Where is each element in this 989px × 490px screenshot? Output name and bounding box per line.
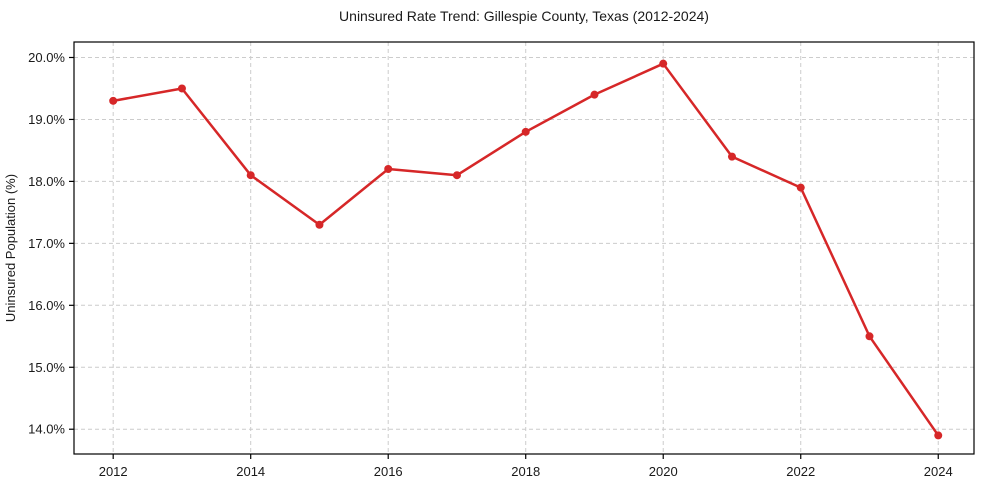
y-tick-label: 16.0% [28, 298, 65, 313]
data-point-marker [315, 220, 324, 229]
data-point-marker [934, 431, 943, 440]
data-point-marker [796, 183, 805, 192]
y-tick-label: 20.0% [28, 50, 65, 65]
y-tick-label: 14.0% [28, 422, 65, 437]
data-point-marker [177, 84, 186, 93]
chart-title: Uninsured Rate Trend: Gillespie County, … [339, 8, 709, 24]
data-point-marker [521, 127, 530, 136]
axis-layer: 14.0% 15.0% 16.0% 17.0% 18.0% 19.0% 20.0% 2012 2… [28, 41, 975, 479]
plot-border [73, 41, 975, 455]
data-point-marker [659, 59, 668, 68]
y-axis-label: Uninsured Population (%) [3, 174, 18, 322]
data-point-marker [452, 171, 461, 180]
grid-layer [74, 42, 974, 454]
x-tick-label: 2018 [511, 464, 540, 479]
data-point-marker [727, 152, 736, 161]
x-tick-label: 2024 [924, 464, 953, 479]
x-tick-label: 2016 [374, 464, 403, 479]
data-point-marker [590, 90, 599, 99]
x-tick-label: 2012 [99, 464, 128, 479]
data-point-marker [246, 171, 255, 180]
y-tick-label: 18.0% [28, 174, 65, 189]
data-point-marker [384, 165, 393, 174]
data-point-marker [109, 96, 118, 105]
x-tick-label: 2020 [649, 464, 678, 479]
x-tick-label: 2022 [786, 464, 815, 479]
x-tick-label: 2014 [236, 464, 265, 479]
y-tick-label: 19.0% [28, 112, 65, 127]
y-tick-label: 15.0% [28, 360, 65, 375]
y-tick-label: 17.0% [28, 236, 65, 251]
data-point-marker [865, 332, 874, 341]
series-layer [109, 59, 943, 440]
